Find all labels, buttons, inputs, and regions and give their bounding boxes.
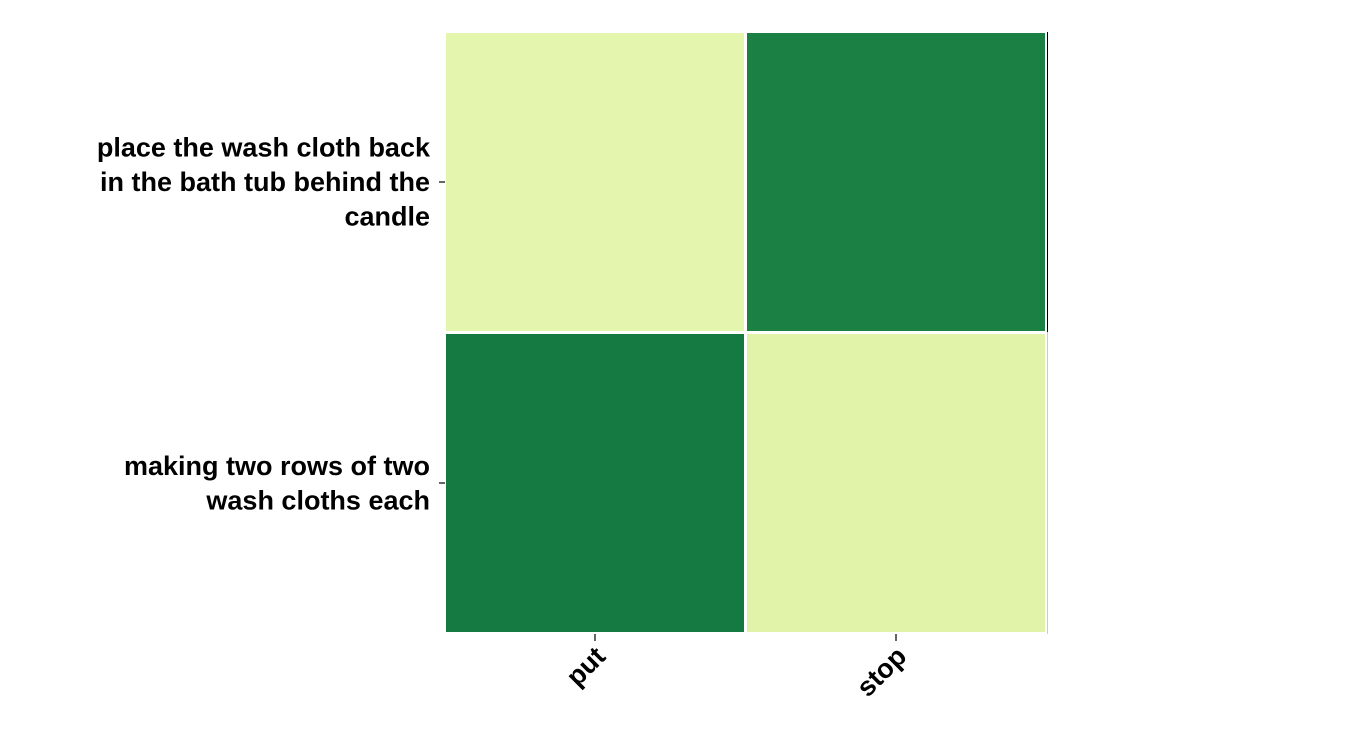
y-tick-label: making two rows of two wash cloths each <box>124 451 430 516</box>
heatmap-cells <box>446 33 1045 632</box>
heatmap-cell-r1-c0 <box>446 334 744 632</box>
x-tick-label: stop <box>851 641 913 703</box>
y-tick-label: place the wash cloth back in the bath tub… <box>97 133 431 232</box>
x-tick-label: put <box>560 641 611 692</box>
heatmap-cell-r1-c1 <box>747 334 1045 632</box>
x-axis: put stop <box>560 634 912 703</box>
heatmap-cell-r0-c0 <box>446 33 744 331</box>
heatmap-cell-r0-c1 <box>747 33 1045 331</box>
y-axis: place the wash cloth back in the bath tub… <box>97 133 445 516</box>
